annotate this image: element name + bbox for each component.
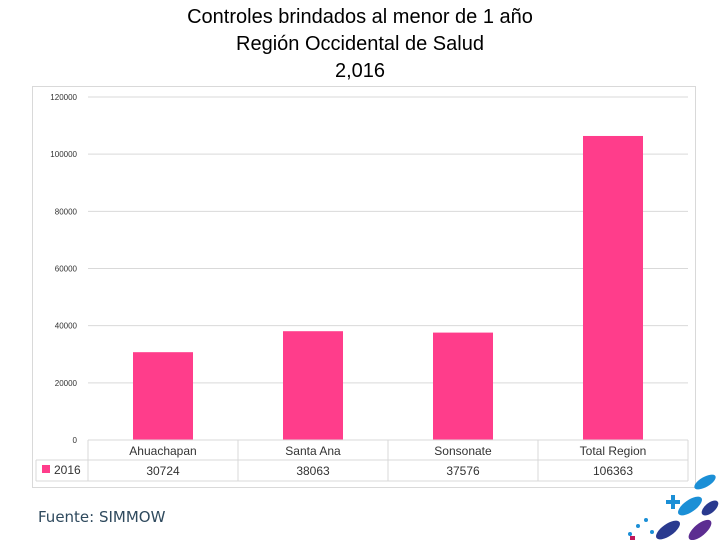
category-label: Santa Ana — [285, 444, 341, 458]
data-value-label: 37576 — [446, 464, 480, 478]
logo-petal-1 — [694, 474, 716, 490]
y-tick-label: 80000 — [55, 207, 78, 216]
category-label: Total Region — [580, 444, 647, 458]
logo-dot-1 — [636, 524, 640, 528]
y-tick-label: 120000 — [50, 93, 77, 102]
logo-mark — [630, 536, 635, 540]
y-tick-label: 0 — [73, 436, 78, 445]
y-tick-label: 40000 — [55, 322, 78, 331]
legend-series-name: 2016 — [54, 463, 81, 477]
data-value-label: 30724 — [146, 464, 180, 478]
logo-petal-3 — [701, 500, 719, 516]
title-line-2: Región Occidental de Salud — [236, 33, 484, 55]
bar — [283, 331, 343, 440]
source-note: Fuente: SIMMOW — [38, 508, 166, 526]
y-tick-label: 60000 — [55, 265, 78, 274]
logo-dot-4 — [650, 530, 654, 534]
data-value-label: 106363 — [593, 464, 633, 478]
logo-petal-5 — [688, 519, 712, 540]
logo-petal-4 — [656, 520, 680, 540]
logo-petal-2 — [678, 496, 702, 516]
bar — [583, 135, 643, 440]
title-line-3: 2,016 — [334, 60, 386, 82]
logo-cross — [666, 495, 680, 509]
legend-swatch — [42, 465, 50, 473]
bar — [433, 332, 493, 440]
data-value-label: 38063 — [296, 464, 330, 478]
y-tick-label: 100000 — [50, 150, 77, 159]
bar — [133, 352, 193, 440]
y-tick-label: 20000 — [55, 379, 78, 388]
logo-dot-2 — [644, 518, 648, 522]
decorative-logo — [628, 474, 719, 540]
category-label: Ahuachapan — [129, 444, 196, 458]
chart-title: Controles brindados al menor de 1 año Re… — [0, 4, 720, 85]
logo-dot-3 — [628, 532, 632, 536]
category-label: Sonsonate — [434, 444, 492, 458]
title-line-1: Controles brindados al menor de 1 año — [187, 6, 533, 28]
